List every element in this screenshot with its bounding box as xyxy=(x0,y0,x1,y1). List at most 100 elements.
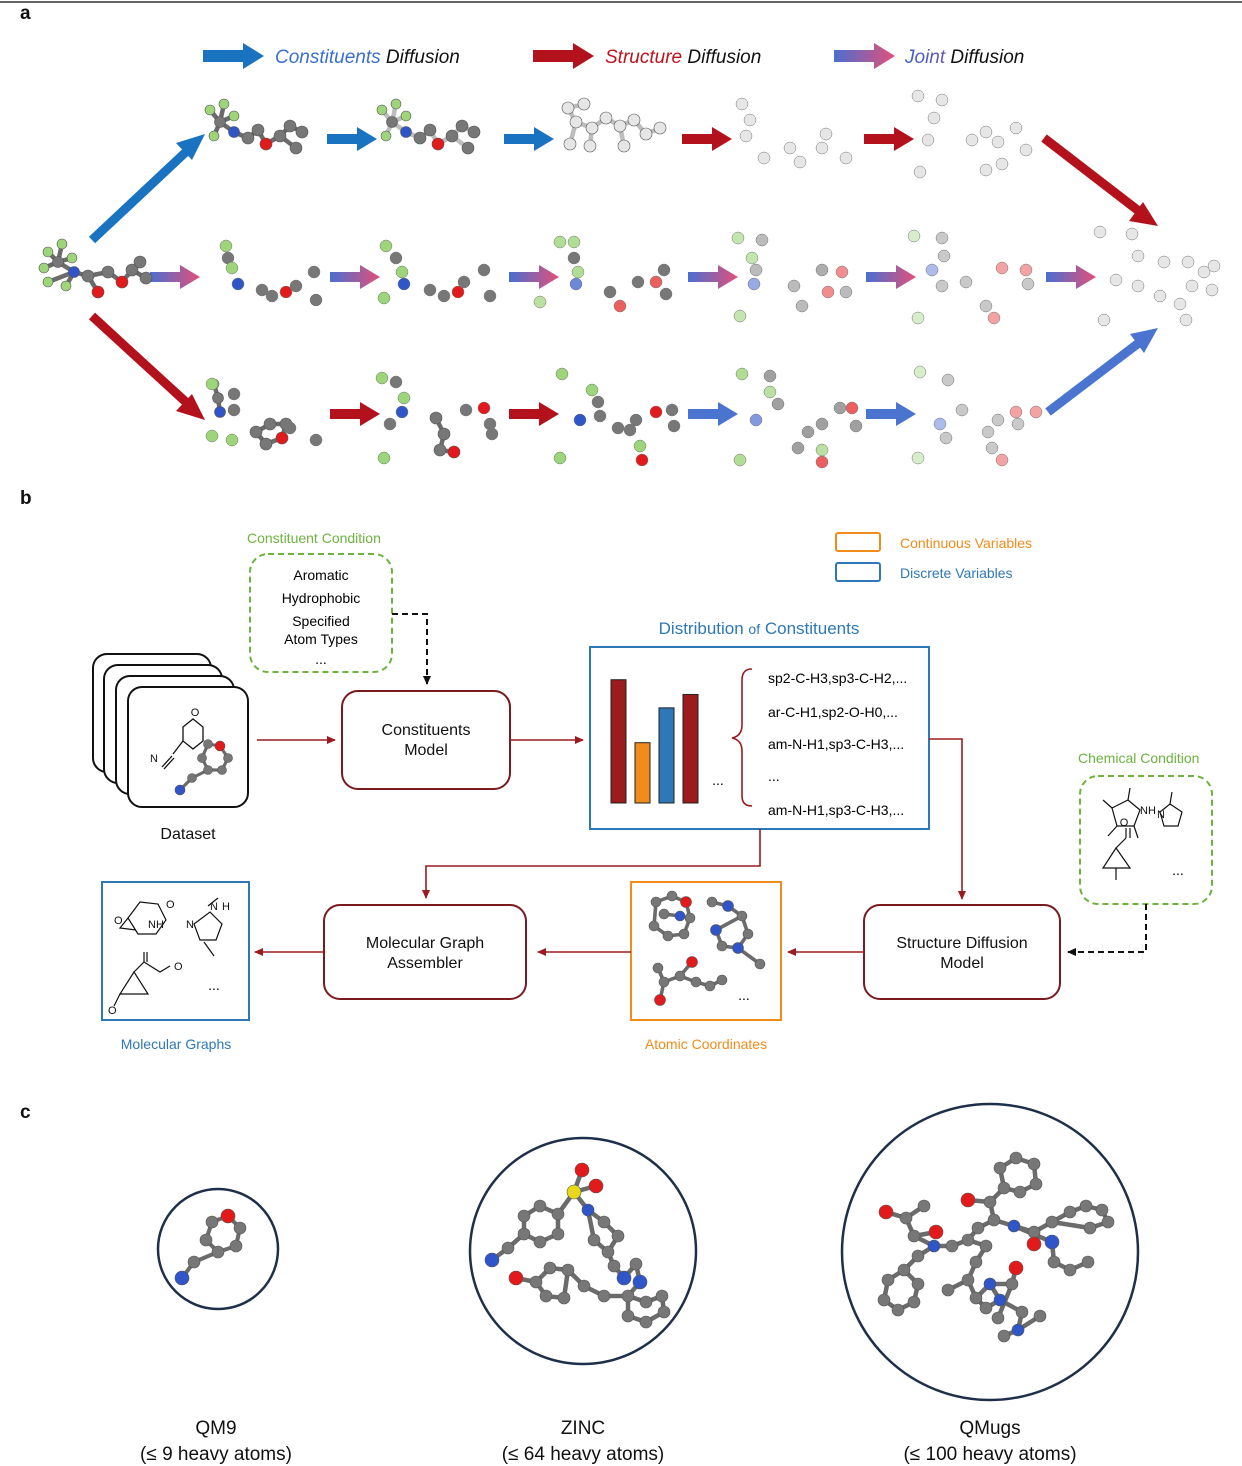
atom xyxy=(400,110,412,122)
atom xyxy=(208,130,220,142)
atom xyxy=(1005,1277,1019,1291)
atom xyxy=(217,765,227,775)
dataset-3d-molecule xyxy=(174,739,233,796)
molecule xyxy=(174,1208,247,1286)
atom xyxy=(662,930,674,942)
atom xyxy=(233,1221,247,1235)
atom xyxy=(529,1275,543,1289)
qmugs-range: (≤ 100 heavy atoms) xyxy=(903,1444,1076,1465)
dataset-card xyxy=(127,686,249,808)
atom xyxy=(588,1178,604,1194)
legend-constituents-plain: Diffusion xyxy=(381,47,460,68)
atom xyxy=(801,425,815,439)
atom xyxy=(845,401,859,415)
structure-model-line2: Model xyxy=(940,955,984,972)
atom xyxy=(533,1199,547,1213)
atom xyxy=(1097,313,1111,327)
condition-item-hydrophobic: Hydrophobic xyxy=(282,590,361,606)
atom xyxy=(995,453,1009,467)
atom xyxy=(60,280,72,292)
atom xyxy=(793,155,807,169)
zinc-circle xyxy=(468,1136,698,1366)
atom xyxy=(389,251,403,265)
atom xyxy=(633,439,647,453)
graphs-ellipsis: ... xyxy=(208,977,220,993)
atom xyxy=(539,1289,553,1303)
atom xyxy=(115,275,129,289)
atom xyxy=(907,229,921,243)
discrete-swatch xyxy=(835,562,881,582)
atom xyxy=(377,451,391,465)
chemical-condition-box xyxy=(1079,775,1213,905)
atom xyxy=(985,441,999,455)
atom xyxy=(971,1221,985,1235)
qm9-range: (≤ 9 heavy atoms) xyxy=(140,1444,292,1465)
atom xyxy=(1027,1225,1041,1239)
graph-nh-label: NH xyxy=(148,919,164,931)
molecule xyxy=(38,238,153,299)
atom xyxy=(423,123,437,137)
atom xyxy=(1197,265,1211,279)
legend-joint: Joint Diffusion xyxy=(834,43,1024,69)
atom xyxy=(1125,227,1139,241)
atom xyxy=(214,116,226,128)
atom xyxy=(913,365,927,379)
atom xyxy=(273,129,287,143)
atom xyxy=(629,413,643,427)
atom xyxy=(599,111,613,125)
molecule xyxy=(204,98,309,155)
atom xyxy=(38,262,50,274)
atom xyxy=(979,1301,993,1315)
variable-legend: Continuous Variables Discrete Variables xyxy=(835,532,1032,582)
atom xyxy=(939,431,953,445)
constituent-condition-title: Constituent Condition xyxy=(247,530,381,546)
molecule xyxy=(376,98,481,155)
atom xyxy=(1047,1255,1061,1269)
graph-n-label: N xyxy=(186,919,194,931)
atom xyxy=(935,93,949,107)
chemical-condition: Chemical Condition NH N O ... xyxy=(1067,750,1213,956)
atom xyxy=(219,239,233,253)
atom xyxy=(1009,405,1023,419)
atom xyxy=(795,299,809,313)
atom xyxy=(995,261,1009,275)
atom xyxy=(229,1239,243,1253)
atom xyxy=(289,141,303,155)
atom xyxy=(423,283,437,297)
atom xyxy=(917,1199,931,1213)
atom xyxy=(961,1233,975,1247)
merge-bottom-arrow xyxy=(1045,338,1143,416)
atom xyxy=(995,157,1009,171)
svg-text:H: H xyxy=(222,901,230,913)
atom xyxy=(652,962,664,974)
condition-item-ellipsis: ... xyxy=(315,651,327,667)
atom xyxy=(1019,143,1033,157)
atom xyxy=(380,130,392,142)
molecule xyxy=(561,97,667,153)
chemical-to-structure-arrow xyxy=(1067,904,1147,956)
atom xyxy=(437,427,451,441)
atom xyxy=(965,133,979,147)
atom xyxy=(1026,1236,1042,1252)
atom xyxy=(815,455,829,469)
atom xyxy=(911,1249,925,1263)
atom xyxy=(639,1315,653,1329)
atom xyxy=(716,940,728,952)
atom xyxy=(566,1184,582,1200)
distribution-entry: ... xyxy=(768,768,780,784)
atom xyxy=(913,165,927,179)
atom xyxy=(133,255,147,269)
qmugs-label: QMugs xyxy=(959,1418,1020,1439)
discrete-label: Discrete Variables xyxy=(900,565,1013,581)
atom xyxy=(577,97,591,111)
atom xyxy=(925,263,939,277)
atom xyxy=(561,1263,575,1277)
atom xyxy=(533,1235,547,1249)
bond xyxy=(1049,1219,1093,1231)
atom xyxy=(309,293,323,307)
atom xyxy=(249,425,263,439)
legend-constituents-italic: Constituents xyxy=(275,47,381,68)
constituent-condition: Constituent Condition Aromatic Hydrophob… xyxy=(247,530,431,685)
atom xyxy=(433,443,447,457)
atom xyxy=(1081,1255,1095,1269)
